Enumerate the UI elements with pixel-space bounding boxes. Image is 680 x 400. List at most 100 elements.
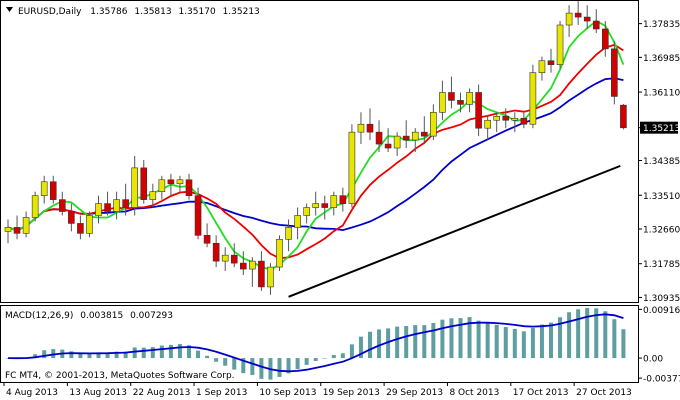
- candle: [176, 175, 184, 192]
- bull-candle-body: [312, 203, 320, 208]
- bull-candle-body: [538, 60, 546, 73]
- bear-candle-body: [457, 100, 464, 105]
- x-tick-label: 10 Sep 2013: [259, 388, 316, 398]
- bear-candle-body: [601, 28, 609, 50]
- macd-bar: [422, 325, 427, 359]
- candle: [357, 112, 365, 145]
- y-tick-label: 1.37835: [643, 20, 680, 30]
- bull-candle-body: [86, 215, 93, 234]
- macd-bar: [150, 347, 155, 359]
- macd-bar: [123, 351, 128, 359]
- candle: [321, 195, 329, 220]
- y-tick-label: 1.34385: [643, 157, 680, 167]
- macd-bar: [286, 358, 291, 374]
- macd-bar: [78, 353, 83, 359]
- price-panel: [0, 0, 639, 303]
- bear-candle-body: [140, 167, 148, 200]
- candle: [294, 207, 301, 240]
- candle: [502, 108, 510, 129]
- macd-bar: [368, 331, 372, 359]
- bear-candle-body: [167, 179, 175, 185]
- axis-layer: 1.37835 1.36985 1.36110 1.35213 1.34385 1.335…: [3, 20, 680, 398]
- bear-candle-body: [58, 199, 66, 212]
- collapse-triangle-icon[interactable]: [6, 7, 13, 12]
- candle: [466, 88, 473, 113]
- candle: [439, 80, 446, 121]
- bull-candle-body: [276, 239, 283, 268]
- y-tick-label: 1.36985: [643, 54, 680, 64]
- candle: [185, 173, 193, 200]
- candle: [457, 92, 464, 113]
- bear-candle-body: [240, 262, 247, 270]
- macd-bar: [33, 354, 38, 359]
- candle: [348, 124, 356, 208]
- macd-bar: [295, 358, 300, 370]
- macd-label: MACD(12,26,9): [5, 311, 73, 321]
- macd-value: 0.003815: [80, 311, 123, 321]
- candle: [86, 211, 93, 238]
- macd-bar: [521, 331, 526, 359]
- bear-candle-body: [547, 60, 555, 65]
- bear-candle-body: [68, 211, 75, 224]
- macd-bar: [340, 353, 345, 359]
- x-tick-label: 4 Aug 2013: [6, 388, 58, 398]
- macd-bar: [223, 358, 228, 366]
- macd-bar: [585, 307, 590, 359]
- trendline[interactable]: [288, 164, 621, 298]
- candle: [22, 211, 30, 238]
- x-tick-label: 22 Aug 2013: [133, 388, 191, 398]
- chart-title: EURUSD,Daily 1.35786 1.35813 1.35170 1.3…: [18, 7, 260, 17]
- candle: [58, 191, 66, 216]
- candle: [285, 219, 292, 252]
- bull-candle-body: [348, 131, 356, 204]
- bull-candle-body: [556, 24, 564, 65]
- signal-value: 0.007293: [130, 311, 173, 321]
- candle: [592, 9, 600, 33]
- macd-bar: [621, 329, 626, 359]
- bear-candle-body: [611, 48, 618, 97]
- candle: [493, 112, 501, 133]
- bull-candle-body: [493, 115, 501, 121]
- candle: [330, 191, 338, 216]
- candle: [574, 1, 582, 26]
- candle: [312, 191, 320, 216]
- candle: [475, 84, 482, 137]
- bear-candle-body: [339, 195, 347, 204]
- candle: [601, 21, 609, 57]
- bear-candle-body: [194, 195, 202, 236]
- current-price-label: 1.35213: [643, 124, 680, 134]
- macd-bar: [503, 327, 508, 359]
- bear-candle-body: [104, 203, 111, 212]
- bull-candle-body: [430, 112, 437, 137]
- candle: [167, 173, 175, 196]
- macd-bar: [141, 347, 146, 359]
- candle: [339, 187, 347, 212]
- low-value: 1.35170: [178, 7, 215, 17]
- candle: [538, 56, 546, 81]
- macd-tick-label: 0.00: [643, 355, 663, 365]
- bull-candle-body: [357, 123, 365, 133]
- bear-candle-body: [420, 131, 428, 137]
- bull-candle-body: [303, 207, 310, 216]
- bear-candle-body: [375, 131, 383, 145]
- bull-candle-body: [40, 181, 48, 196]
- candle: [221, 247, 229, 272]
- bear-candle-body: [592, 20, 600, 30]
- candle: [411, 128, 419, 152]
- candle: [13, 215, 21, 240]
- x-tick-label: 29 Sep 2013: [386, 388, 443, 398]
- candle: [511, 112, 519, 133]
- macd-bar: [576, 309, 581, 359]
- macd-bar: [458, 318, 463, 359]
- bear-candle-body: [122, 199, 129, 208]
- macd-bar: [205, 355, 210, 359]
- macd-bar: [322, 358, 327, 359]
- candle: [113, 191, 120, 220]
- price-layer: [4, 1, 627, 298]
- high-value: 1.35813: [134, 7, 171, 17]
- macd-bar: [404, 326, 409, 359]
- macd-bar: [612, 319, 617, 359]
- bear-candle-body: [574, 12, 582, 18]
- bull-candle-body: [249, 260, 256, 270]
